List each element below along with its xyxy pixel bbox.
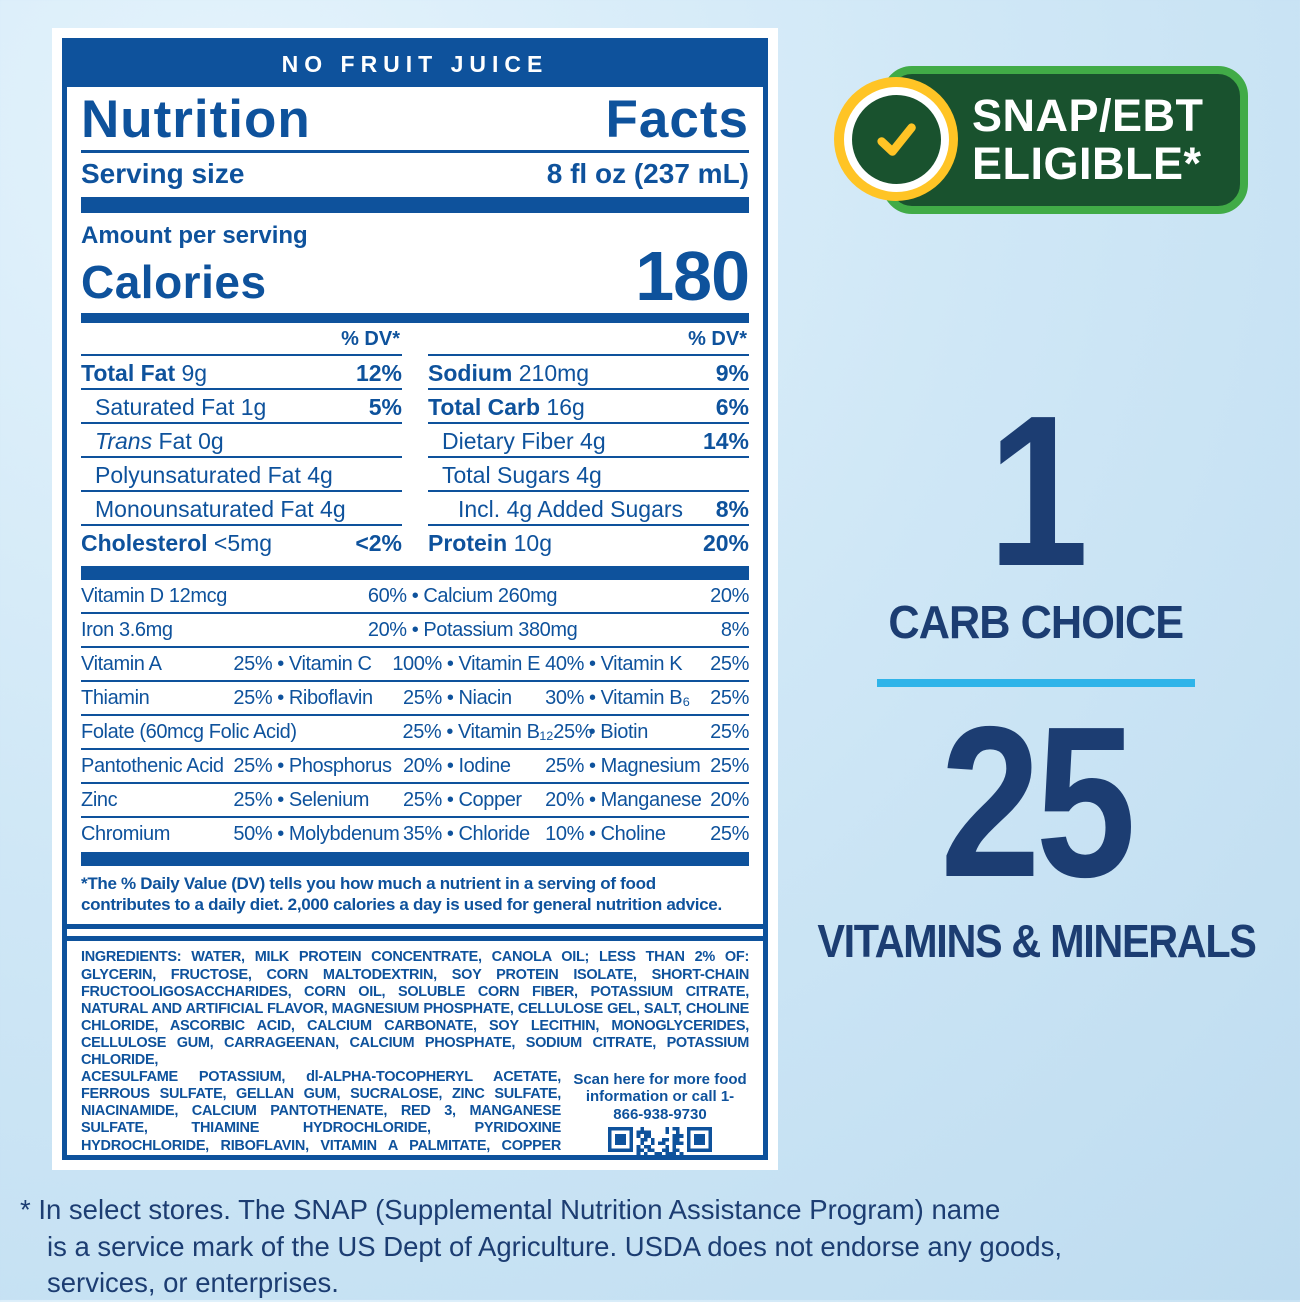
nutrient-row: Protein 10g 20% bbox=[428, 529, 749, 556]
bullet: • bbox=[446, 822, 454, 845]
bullet: • bbox=[446, 720, 453, 743]
disclaimer-line: is a service mark of the US Dept of Agri… bbox=[47, 1230, 1062, 1262]
bullet: • bbox=[588, 822, 596, 845]
scan-instructions: Scan here for more food information or c… bbox=[573, 1071, 747, 1123]
checkmark-badge bbox=[834, 77, 958, 201]
no-fruit-juice-banner: NO FRUIT JUICE bbox=[67, 43, 763, 87]
nutrient-row: Dietary Fiber 4g 14% bbox=[428, 424, 749, 458]
less-than-2-label: LESS THAN 2% OF: bbox=[599, 949, 749, 966]
qr-code bbox=[608, 1126, 712, 1155]
vitamin-row: Vitamin A 25% • Vitamin C 100% • Vitamin E… bbox=[81, 648, 749, 682]
snap-ebt-line1: SNAP/EBT bbox=[972, 90, 1204, 142]
nutrition-facts-title: Nutrition Facts bbox=[81, 92, 749, 154]
snap-ebt-line2: ELIGIBLE* bbox=[972, 138, 1202, 189]
bullet: • bbox=[446, 788, 454, 811]
checkmark-icon bbox=[877, 123, 916, 156]
snap-disclaimer: * In select stores. The SNAP (Supplement… bbox=[20, 1192, 1170, 1302]
dv-header-right: % DV* bbox=[428, 325, 749, 356]
calories-block: Amount per serving Calories 180 bbox=[67, 213, 763, 313]
vitamin-row: Vitamin D 12mcg 60% • Calcium 260mg 20% bbox=[81, 580, 749, 614]
nutrient-row: Cholesterol <5mg <2% bbox=[81, 529, 402, 556]
bullet: • bbox=[588, 754, 596, 777]
thick-separator bbox=[81, 312, 749, 323]
carb-choice-label: CARB CHOICE bbox=[888, 595, 1185, 648]
bullet: • bbox=[411, 618, 419, 641]
bullet: • bbox=[446, 652, 454, 675]
daily-value-footnote: *The % Daily Value (DV) tells you how mu… bbox=[81, 873, 722, 915]
bullet: • bbox=[588, 720, 596, 743]
label-header: Nutrition Facts Serving size 8 fl oz (23… bbox=[67, 87, 763, 197]
calories-row: Calories 180 bbox=[81, 236, 750, 315]
nutrient-column-left: % DV* Total Fat 9g 12% Saturated Fat 1g … bbox=[81, 325, 402, 560]
vitamins-minerals-number: 25 bbox=[940, 680, 1137, 922]
scan-info-box: Scan here for more food information or c… bbox=[571, 1071, 749, 1155]
bullet: • bbox=[588, 686, 596, 709]
vitamins-minerals-label: VITAMINS & MINERALS bbox=[816, 914, 1257, 967]
claims-divider bbox=[877, 678, 1195, 687]
thick-separator bbox=[81, 197, 749, 214]
nutrient-row: Trans Fat 0g bbox=[81, 424, 402, 458]
bullet: • bbox=[277, 652, 284, 675]
bullet: • bbox=[446, 754, 454, 777]
section-divider bbox=[67, 924, 763, 942]
vitamin-row: Iron 3.6mg 20% • Potassium 380mg 8% bbox=[81, 614, 749, 648]
disclaimer-line: * In select stores. The SNAP (Supplement… bbox=[20, 1194, 1001, 1225]
vitamins-table: Vitamin D 12mcg 60% • Calcium 260mg 20% Ir… bbox=[67, 580, 763, 852]
vitamin-row: Thiamin 25% • Riboflavin 25% • Niacin 30% •… bbox=[81, 682, 749, 716]
bullet: • bbox=[277, 822, 284, 845]
nutrient-column-right: % DV* Sodium 210mg 9% Total Carb 16g 6% … bbox=[428, 325, 749, 560]
thick-separator bbox=[81, 851, 749, 866]
nutrient-row: Total Sugars 4g bbox=[428, 458, 749, 492]
calories-label: Calories bbox=[81, 255, 267, 308]
thick-separator bbox=[81, 565, 749, 580]
bullet: • bbox=[446, 686, 454, 709]
nutrient-row: Total Carb 16g 6% bbox=[428, 390, 749, 424]
nutrient-row: Saturated Fat 1g 5% bbox=[81, 390, 402, 424]
nutrient-row: Incl. 4g Added Sugars 8% bbox=[428, 492, 749, 526]
bullet: • bbox=[588, 788, 596, 811]
ingredients-section: INGREDIENTS: WATER, MILK PROTEIN CONCENT… bbox=[67, 941, 763, 1155]
vitamin-row: Folate (60mcg Folic Acid) 25% • Vitamin B… bbox=[81, 716, 749, 750]
bullet: • bbox=[277, 686, 284, 709]
bullet: • bbox=[277, 788, 284, 811]
bullet: • bbox=[588, 652, 596, 675]
nutrient-row: Sodium 210mg 9% bbox=[428, 356, 749, 390]
disclaimer-line: services, or enterprises. bbox=[47, 1267, 339, 1299]
nutrient-row: Polyunsaturated Fat 4g bbox=[81, 458, 402, 492]
nutrition-label-card: NO FRUIT JUICE Nutrition Facts Serving s… bbox=[52, 28, 778, 1170]
claims-column: 1 CARB CHOICE 25 VITAMINS & MINERALS bbox=[816, 370, 1257, 968]
bullet: • bbox=[277, 754, 284, 777]
ingredients-label: INGREDIENTS: bbox=[81, 949, 182, 966]
amount-per-serving-label: Amount per serving bbox=[81, 222, 308, 250]
vitamin-row: Pantothenic Acid 25% • Phosphorus 20% • Io… bbox=[81, 750, 749, 784]
serving-size-value: 8 fl oz (237 mL) bbox=[546, 158, 749, 190]
serving-size-label: Serving size bbox=[81, 158, 245, 190]
bullet: • bbox=[411, 584, 419, 607]
nutrient-row: Total Fat 9g 12% bbox=[81, 356, 402, 390]
vitamin-row: Chromium 50% • Molybdenum 35% • Chloride 10… bbox=[81, 822, 749, 845]
label-frame: NO FRUIT JUICE Nutrition Facts Serving s… bbox=[62, 38, 768, 1160]
nutrient-table: % DV* Total Fat 9g 12% Saturated Fat 1g … bbox=[67, 323, 763, 566]
ingredients-paragraph-1: INGREDIENTS: WATER, MILK PROTEIN CONCENT… bbox=[81, 949, 749, 1069]
carb-choice-number: 1 bbox=[988, 370, 1088, 611]
ingredients-paragraph-2: ACESULFAME POTASSIUM, dl-ALPHA-TOCOPHERY… bbox=[81, 1069, 561, 1155]
nutrient-row: Monounsaturated Fat 4g bbox=[81, 492, 402, 526]
serving-size-row: Serving size 8 fl oz (237 mL) bbox=[81, 153, 749, 197]
calories-value: 180 bbox=[635, 236, 750, 315]
dv-header-left: % DV* bbox=[81, 325, 402, 356]
vitamin-row: Zinc 25% • Selenium 25% • Copper 20% • Mang… bbox=[81, 784, 749, 818]
